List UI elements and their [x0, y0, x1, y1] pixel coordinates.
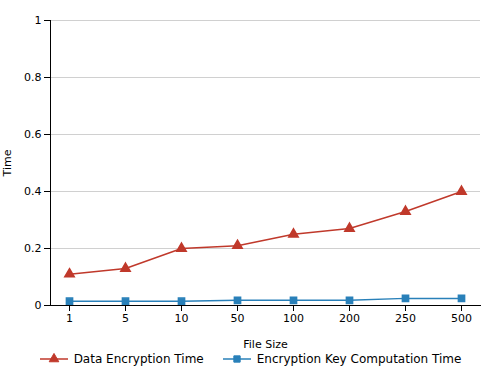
svg-text:0: 0: [35, 299, 42, 312]
svg-text:1: 1: [66, 312, 73, 325]
svg-text:0.6: 0.6: [24, 128, 42, 141]
svg-text:500: 500: [451, 312, 472, 325]
svg-text:100: 100: [283, 312, 304, 325]
svg-text:0.8: 0.8: [24, 71, 42, 84]
svg-text:50: 50: [231, 312, 245, 325]
svg-text:File Size: File Size: [243, 338, 288, 351]
svg-text:Time: Time: [1, 149, 14, 177]
svg-text:250: 250: [395, 312, 416, 325]
svg-text:200: 200: [339, 312, 360, 325]
svg-text:1: 1: [35, 14, 42, 27]
html-text:Data Encryption Time: Data Encryption Time: [73, 352, 204, 366]
svg-text:0.2: 0.2: [24, 242, 42, 255]
html-text:Encryption Key Computation Tim: Encryption Key Computation Time: [256, 352, 462, 366]
svg-text:10: 10: [175, 312, 189, 325]
svg-text:0.4: 0.4: [24, 185, 42, 198]
svg-text:5: 5: [122, 312, 129, 325]
